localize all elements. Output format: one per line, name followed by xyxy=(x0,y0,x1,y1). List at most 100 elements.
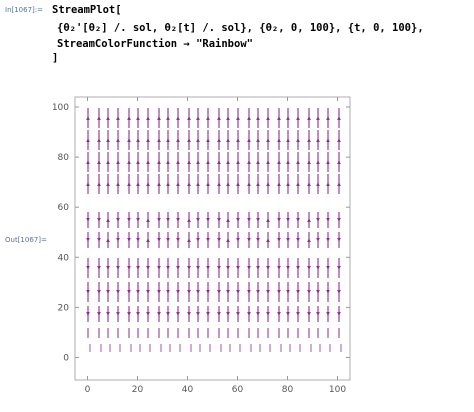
stream-arrow xyxy=(316,160,320,164)
stream-arrow xyxy=(226,160,230,164)
stream-arrow xyxy=(217,116,221,120)
stream-arrow xyxy=(247,160,251,164)
stream-arrow xyxy=(157,218,161,222)
stream-arrow xyxy=(326,312,330,316)
y-tick-label: 20 xyxy=(58,303,70,313)
stream-arrow xyxy=(286,116,290,120)
stream-arrow xyxy=(157,266,161,270)
stream-arrow xyxy=(286,138,290,142)
stream-arrow xyxy=(166,138,170,142)
y-tick-label: 100 xyxy=(52,103,69,113)
stream-arrow xyxy=(127,182,131,186)
stream-arrow xyxy=(286,266,290,270)
stream-arrow xyxy=(116,290,120,294)
stream-arrow xyxy=(176,182,180,186)
code-line[interactable]: StreamColorFunction → "Rainbow" xyxy=(57,38,253,50)
stream-arrow xyxy=(176,160,180,164)
stream-arrow xyxy=(187,160,191,164)
stream-arrow xyxy=(316,182,320,186)
stream-arrow xyxy=(236,218,240,222)
stream-arrow xyxy=(337,266,341,270)
stream-arrow xyxy=(146,116,150,120)
stream-arrow xyxy=(196,290,200,294)
stream-arrow xyxy=(106,290,110,294)
stream-arrow xyxy=(266,160,270,164)
x-tick-label: 20 xyxy=(132,385,144,395)
stream-arrow xyxy=(146,290,150,294)
stream-arrow xyxy=(146,266,150,270)
stream-arrow xyxy=(136,238,140,242)
stream-arrow xyxy=(86,182,90,186)
stream-arrow xyxy=(247,290,251,294)
stream-arrow xyxy=(136,290,140,294)
y-tick-label: 0 xyxy=(63,353,69,363)
stream-arrow xyxy=(236,138,240,142)
stream-arrow xyxy=(296,290,300,294)
stream-arrow xyxy=(136,182,140,186)
stream-arrow xyxy=(277,116,281,120)
stream-arrow xyxy=(196,160,200,164)
stream-arrow xyxy=(86,238,90,242)
stream-arrow xyxy=(326,218,330,222)
stream-arrow xyxy=(266,218,270,222)
stream-arrow xyxy=(187,238,191,242)
stream-arrow xyxy=(146,238,150,242)
stream-arrow xyxy=(86,138,90,142)
stream-arrow xyxy=(247,138,251,142)
stream-arrow xyxy=(217,266,221,270)
stream-arrow xyxy=(256,238,260,242)
stream-arrow xyxy=(247,238,251,242)
stream-arrow xyxy=(256,138,260,142)
stream-arrow xyxy=(116,312,120,316)
stream-arrow xyxy=(196,182,200,186)
stream-arrow xyxy=(127,116,131,120)
stream-arrow xyxy=(316,290,320,294)
stream-arrow xyxy=(206,238,210,242)
stream-arrow xyxy=(337,312,341,316)
stream-arrow xyxy=(247,182,251,186)
stream-arrow xyxy=(187,312,191,316)
stream-arrow xyxy=(106,138,110,142)
stream-arrow xyxy=(176,312,180,316)
stream-arrow xyxy=(187,290,191,294)
stream-arrow xyxy=(127,238,131,242)
stream-arrow xyxy=(226,266,230,270)
stream-arrow xyxy=(136,312,140,316)
stream-arrow xyxy=(316,266,320,270)
stream-arrow xyxy=(206,160,210,164)
stream-arrow xyxy=(307,312,311,316)
stream-arrow xyxy=(97,312,101,316)
stream-arrow xyxy=(277,290,281,294)
code-line[interactable]: {θ₂'[θ₂] /. sol, θ₂[t] /. sol}, {θ₂, 0, … xyxy=(57,22,424,34)
stream-arrow xyxy=(157,116,161,120)
stream-arrow xyxy=(187,266,191,270)
code-line[interactable]: ] xyxy=(52,52,59,64)
stream-arrow xyxy=(196,218,200,222)
stream-arrow xyxy=(106,116,110,120)
stream-arrow xyxy=(296,266,300,270)
stream-arrow xyxy=(236,266,240,270)
stream-arrow xyxy=(277,182,281,186)
stream-arrow xyxy=(127,312,131,316)
stream-arrow xyxy=(86,116,90,120)
stream-arrow xyxy=(206,116,210,120)
output-label: Out[1067]= xyxy=(5,236,47,244)
stream-arrow xyxy=(136,266,140,270)
stream-arrow xyxy=(326,238,330,242)
stream-arrow xyxy=(286,218,290,222)
stream-arrow xyxy=(277,138,281,142)
stream-arrow xyxy=(187,218,191,222)
stream-arrow xyxy=(307,290,311,294)
x-tick-label: 40 xyxy=(182,385,194,395)
stream-arrow xyxy=(326,290,330,294)
stream-arrow xyxy=(266,138,270,142)
stream-arrow xyxy=(286,182,290,186)
stream-arrow xyxy=(106,182,110,186)
stream-arrow xyxy=(146,160,150,164)
stream-arrow xyxy=(206,218,210,222)
stream-arrow xyxy=(206,138,210,142)
stream-arrow xyxy=(286,238,290,242)
stream-arrow xyxy=(187,138,191,142)
stream-arrow xyxy=(166,116,170,120)
code-line[interactable]: StreamPlot[ xyxy=(52,4,122,16)
